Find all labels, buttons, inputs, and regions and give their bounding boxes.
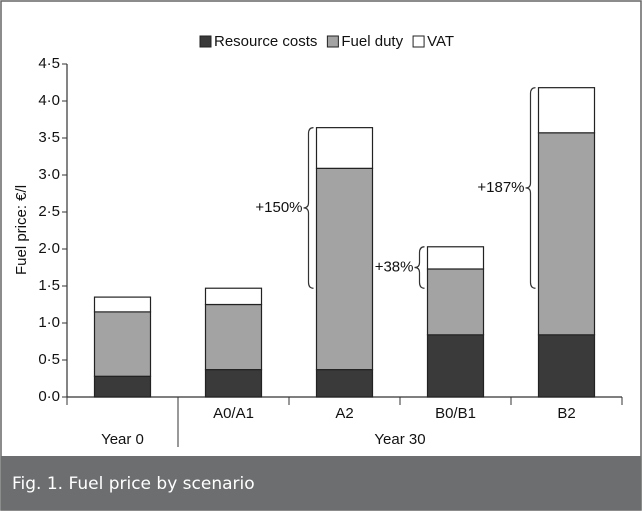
bar-segment [537,87,596,134]
bar-segment [315,369,374,398]
x-tick-label: A0/A1 [213,405,254,422]
y-tick-label: 3·5 [38,129,60,146]
bar-segment [426,246,485,270]
legend-label: VAT [427,33,454,50]
brace [303,127,314,289]
annotation: +150% [255,199,302,216]
legend-swatch [326,35,339,48]
annotation: +187% [477,179,524,196]
x-tick-label: B2 [557,405,575,422]
caption-bar [1,456,641,510]
bar-segment [204,369,263,398]
legend-label: Fuel duty [341,33,403,50]
y-tick-label: 2·0 [38,240,60,257]
y-tick-label: 0·5 [38,351,60,368]
y-axis-label: Fuel price: €/l [13,185,30,275]
bar-segment [315,127,374,169]
bar-segment [537,132,596,336]
y-tick-label: 1·0 [38,314,60,331]
bar-segment [93,375,152,398]
y-tick-label: 0·0 [38,388,60,405]
y-tick-label: 4·0 [38,92,60,109]
legend-swatch [412,35,425,48]
legend-swatch [199,35,212,48]
x-tick-label: B0/B1 [435,405,476,422]
bar-segment [204,303,263,371]
bar-segment [93,296,152,313]
group-label: Year 30 [374,431,425,448]
y-tick-label: 1·5 [38,277,60,294]
x-tick-label: A2 [335,405,353,422]
bar-segment [426,334,485,398]
y-tick-label: 4·5 [38,55,60,72]
y-tick-label: 3·0 [38,166,60,183]
group-label: Year 0 [101,431,144,448]
legend-label: Resource costs [214,33,317,50]
brace [414,246,425,289]
bar-segment [537,334,596,398]
bar-segment [93,311,152,377]
bar-segment [315,167,374,371]
y-tick-label: 2·5 [38,203,60,220]
bar-segment [204,287,263,306]
caption: Fig. 1. Fuel price by scenario [12,474,255,494]
annotation: +38% [375,258,414,275]
bar-segment [426,268,485,336]
brace [525,87,536,289]
